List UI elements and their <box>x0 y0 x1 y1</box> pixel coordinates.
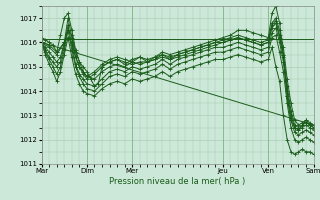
X-axis label: Pression niveau de la mer( hPa ): Pression niveau de la mer( hPa ) <box>109 177 246 186</box>
